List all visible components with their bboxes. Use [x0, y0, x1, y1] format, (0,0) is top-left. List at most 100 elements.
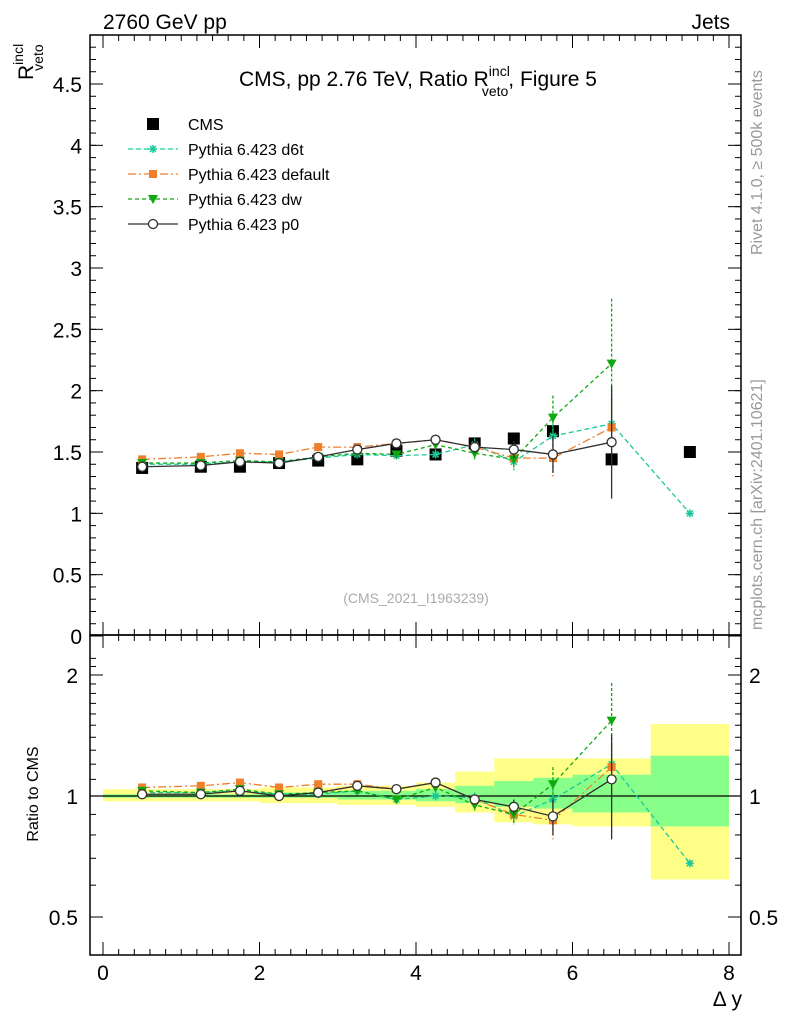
series-dw [137, 298, 617, 470]
d6t-line [142, 423, 691, 514]
dw-point [606, 359, 617, 369]
legend-cms-marker [147, 118, 159, 130]
dw-point [391, 450, 402, 460]
legend-p0-marker [147, 218, 159, 230]
legend-item-default: Pythia 6.423 default [128, 167, 330, 184]
main-y-axis-label: Rincl veto [10, 44, 46, 80]
main-title: CMS, pp 2.76 TeV, Ratio Rincl veto, Figur… [239, 63, 597, 99]
legend: CMS Pythia 6.423 d6t Pythia 6.423 default P… [128, 117, 330, 234]
dw-line [142, 363, 613, 464]
p0-point [352, 444, 363, 455]
main-panel: 0 0.5 1 1.5 2 2.5 3 3.5 4 4.5 (CMS_2021_I1963239)… [10, 34, 742, 649]
ratio-dw-point [508, 810, 519, 820]
ratio-default-line [142, 766, 613, 821]
ratio-default-point [235, 778, 244, 787]
header-energy-label: 2760 GeV pp [103, 11, 227, 34]
d6t-point [431, 450, 440, 459]
legend-item-dw: Pythia 6.423 dw [128, 192, 302, 209]
legend-d6t-marker [149, 145, 157, 153]
x-tick-label: 8 [723, 962, 735, 985]
ratio-y-tick-label: 1 [66, 786, 78, 809]
ratio-axis-ticks: 0.5 0.5 1 1 2 2 0 2 4 6 8 [49, 635, 778, 985]
ratio-dw-point [547, 780, 558, 790]
p0-point [313, 451, 324, 463]
ratio-frame [89, 634, 742, 956]
legend-label-dw: Pythia 6.423 dw [188, 192, 302, 209]
ratio-y-tick-label: 2 [66, 665, 78, 688]
dw-point [547, 413, 558, 423]
ratio-default-point [314, 780, 323, 789]
x-axis-label: Δ y [713, 988, 743, 1011]
main-y-tick-label: 4.5 [53, 74, 82, 97]
ratio-y-tick-label-right: 2 [749, 665, 761, 688]
ratio-p0-point [547, 811, 559, 822]
ratio-p0-point [391, 784, 402, 795]
ratio-p0-line [142, 778, 612, 818]
cms-data-point [683, 446, 696, 458]
ratio-p0-point [508, 801, 519, 812]
p0-point [391, 438, 402, 449]
watermark: (CMS_2021_I1963239) [343, 590, 489, 606]
legend-label-cms: CMS [188, 117, 224, 134]
legend-label-default: Pythia 6.423 default [188, 167, 330, 184]
ratio-dw-point [606, 716, 617, 726]
ratio-d6t-point [431, 792, 440, 800]
series-p0 [136, 385, 617, 499]
main-y-tick-label: 3 [70, 258, 82, 281]
main-y-tick-label: 2 [70, 381, 82, 404]
ratio-series-p0 [136, 734, 617, 840]
ratio-p0-point [313, 787, 324, 798]
default-point [235, 449, 244, 458]
main-y-tick-label: 1 [70, 503, 82, 526]
ratio-uncertainty-bands [103, 724, 729, 880]
ratio-default-point [275, 783, 284, 792]
ratio-p0-point [352, 780, 363, 791]
ratio-p0-point [234, 785, 246, 796]
default-point [275, 450, 284, 459]
main-axis-ticks: 0 0.5 1 1.5 2 2.5 3 3.5 4 4.5 [53, 35, 741, 649]
legend-item-cms: CMS [147, 117, 224, 134]
x-tick-label: 4 [410, 962, 422, 985]
main-y-tick-label: 3.5 [53, 197, 82, 220]
ratio-dw-point [391, 795, 402, 805]
main-y-tick-label: 0.5 [53, 565, 82, 588]
p0-point [136, 461, 148, 472]
x-tick-label: 6 [567, 962, 579, 985]
p0-point [195, 460, 206, 471]
x-tick-label: 2 [254, 962, 266, 985]
p0-point [234, 456, 246, 467]
legend-label-d6t: Pythia 6.423 d6t [188, 142, 304, 159]
header-process-label: Jets [691, 11, 730, 34]
ratio-p0-point [136, 789, 148, 800]
legend-dw-marker [148, 195, 158, 204]
p0-point [430, 434, 441, 445]
ratio-y-tick-label-right: 0.5 [749, 907, 778, 930]
cms-data-point [351, 453, 364, 466]
ratio-p0-point [469, 794, 480, 805]
default-point [314, 443, 323, 452]
p0-point [469, 441, 480, 453]
cms-data-point [507, 432, 520, 445]
p0-line [142, 439, 612, 468]
ratio-series-layer [136, 683, 694, 868]
default-point [196, 452, 205, 461]
main-y-tick-label: 2.5 [53, 319, 82, 342]
legend-default-marker [149, 170, 157, 178]
legend-item-d6t: Pythia 6.423 d6t [128, 142, 304, 159]
ratio-panel: 0.5 0.5 1 1 2 2 0 2 4 6 8 Ratio to CMS Δ y [25, 634, 778, 1011]
main-series-layer [136, 298, 696, 518]
ratio-y-axis-label: Ratio to CMS [25, 746, 42, 841]
ratio-p0-point [430, 777, 441, 788]
p0-point [547, 449, 559, 460]
x-tick-label: 0 [97, 962, 109, 985]
ratio-p0-point [606, 774, 617, 785]
ratio-dw-line [142, 720, 613, 816]
legend-item-p0: Pythia 6.423 p0 [128, 217, 299, 234]
ratio-band-inner [650, 755, 729, 827]
d6t-point [685, 509, 694, 518]
ratio-d6t-point [685, 859, 694, 868]
default-line [142, 426, 612, 461]
ratio-band-inner [376, 790, 416, 800]
ratio-p0-point [195, 789, 206, 800]
